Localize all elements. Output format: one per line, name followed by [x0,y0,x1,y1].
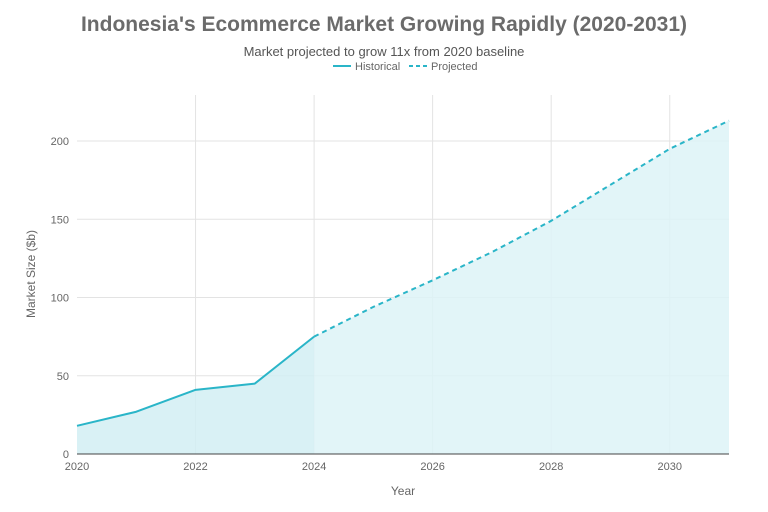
area-historical [77,336,315,454]
y-tick-label-200: 200 [51,136,69,148]
y-tick-label-50: 50 [57,371,69,383]
x-tick-label-2026: 2026 [420,461,444,473]
x-tick-label-2020: 2020 [65,461,89,473]
y-tick-label-0: 0 [63,449,69,461]
x-tick-label-2022: 2022 [183,461,207,473]
y-tick-label-150: 150 [51,214,69,226]
legend: Historical Projected [333,61,477,73]
y-axis-label: Market Size ($b) [24,230,38,318]
legend-projected-label: Projected [431,61,477,73]
x-axis-label: Year [391,484,415,498]
area-projected [314,120,729,454]
x-tick-label-2030: 2030 [657,461,681,473]
series-lines [76,119,730,427]
series-line-projected [313,119,730,338]
x-tick-label-2024: 2024 [302,461,326,473]
y-tick-labels: 0 50 100 150 200 [51,136,69,461]
chart-subtitle: Market projected to grow 11x from 2020 b… [243,44,525,59]
x-tick-label-2028: 2028 [539,461,563,473]
legend-historical-label: Historical [355,61,400,73]
area-fills [77,120,729,454]
y-tick-label-100: 100 [51,293,69,305]
chart-title: Indonesia's Ecommerce Market Growing Rap… [80,13,688,36]
series-line-historical [76,335,315,427]
x-tick-labels: 2020 2022 2024 2026 2028 2030 [65,461,682,473]
